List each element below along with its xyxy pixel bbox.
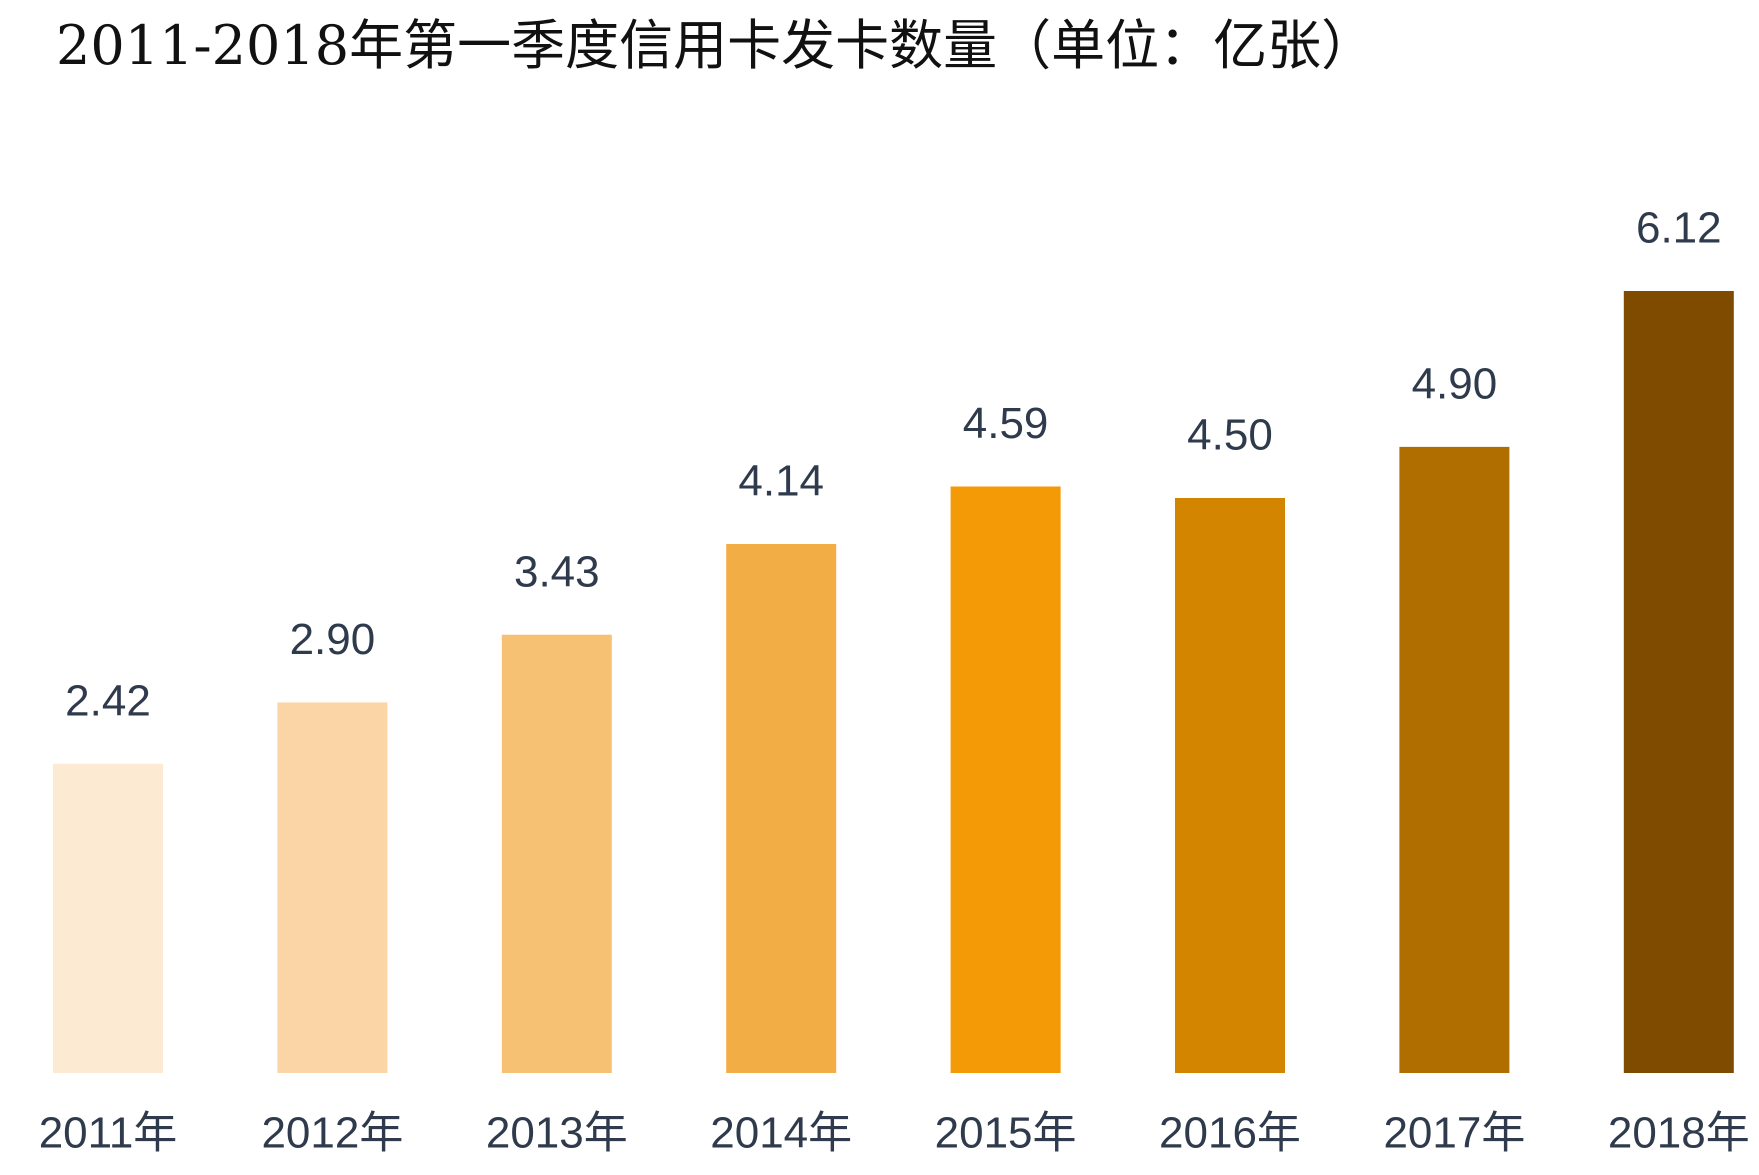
value-label: 4.50 (1187, 411, 1273, 460)
bar (501, 634, 612, 1073)
value-label: 6.12 (1636, 204, 1722, 253)
bar (1399, 446, 1510, 1073)
x-tick-label: 2015年 (935, 1109, 1077, 1158)
bar (53, 763, 163, 1073)
value-label: 2.42 (65, 676, 151, 725)
x-tick-label: 2017年 (1383, 1109, 1525, 1158)
x-tick-label: 2013年 (486, 1109, 628, 1158)
bar (726, 544, 837, 1073)
value-label: 4.14 (738, 457, 824, 506)
x-tick-label: 2014年 (710, 1109, 852, 1158)
value-label: 4.90 (1412, 360, 1498, 409)
x-tick-label: 2018年 (1608, 1109, 1750, 1158)
bar (1623, 291, 1734, 1073)
bar (277, 702, 388, 1073)
bar (950, 486, 1061, 1073)
x-tick-label: 2012年 (261, 1109, 403, 1158)
chart-title: 2011-2018年第一季度信用卡发卡数量（单位：亿张） (56, 14, 1375, 77)
x-tick-label: 2011年 (39, 1109, 178, 1158)
value-label: 3.43 (514, 547, 600, 596)
value-label: 4.59 (963, 399, 1049, 448)
x-tick-label: 2016年 (1159, 1109, 1301, 1158)
bar (1175, 498, 1285, 1073)
value-label: 2.90 (290, 615, 376, 664)
